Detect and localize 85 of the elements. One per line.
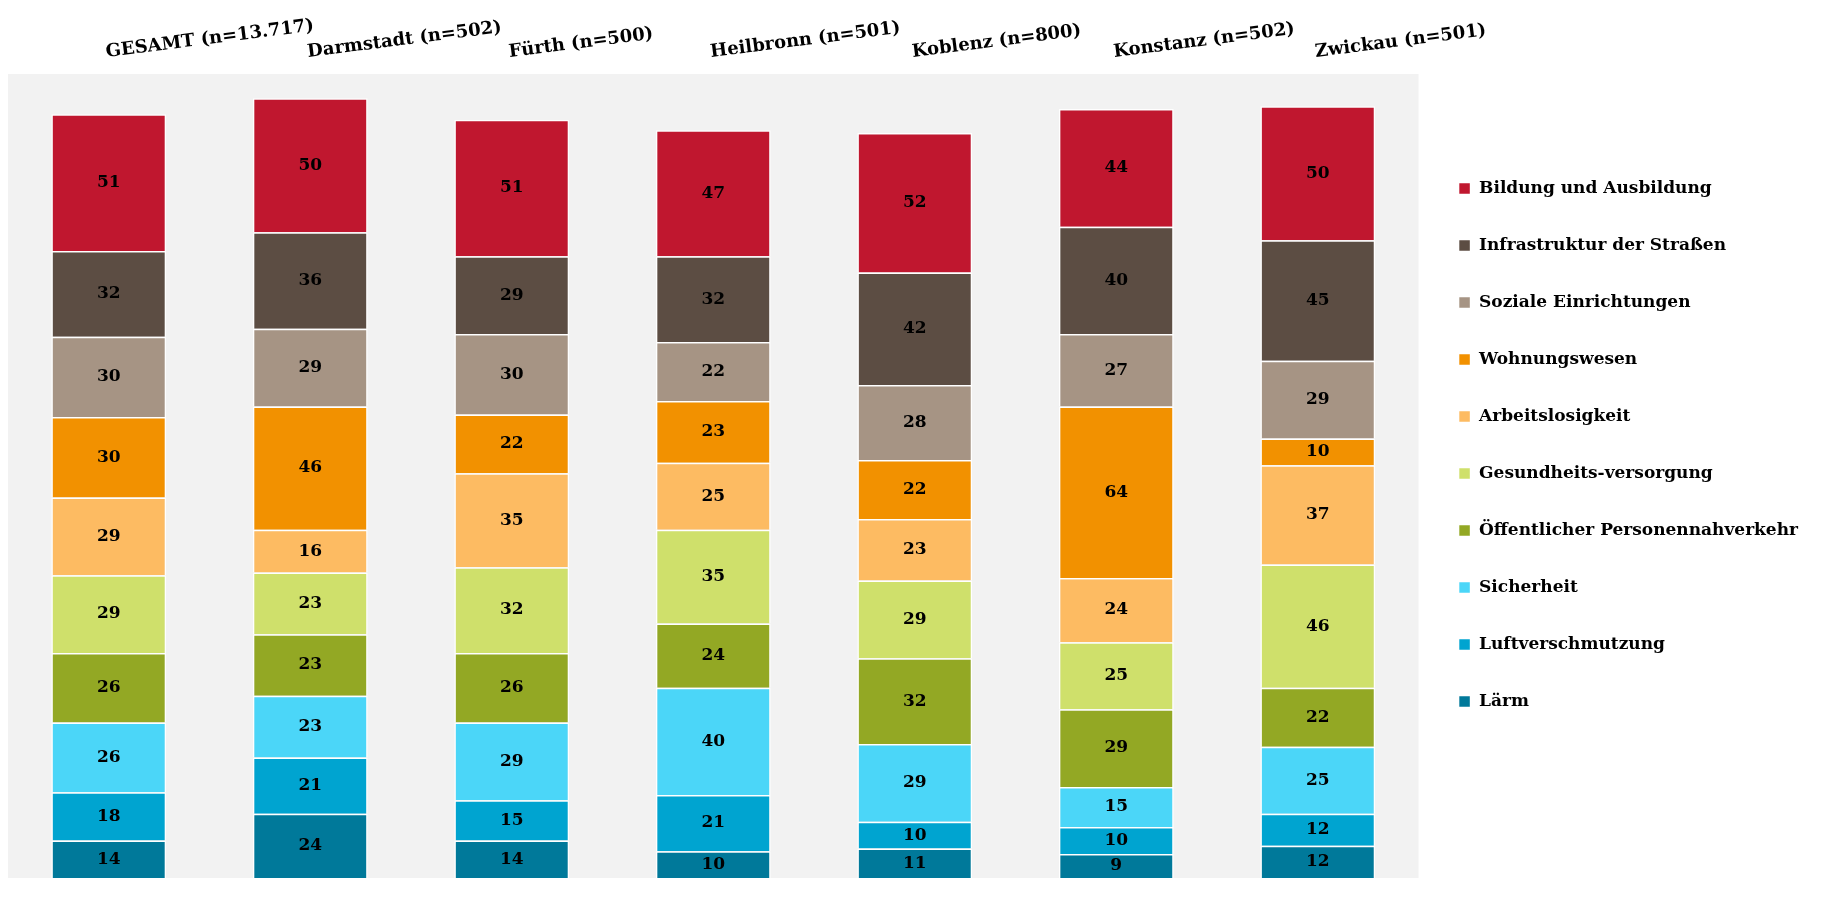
data-label: 32 (902, 689, 927, 710)
data-label: 32 (96, 282, 121, 303)
data-label: 40 (701, 729, 726, 750)
data-label: 40 (1104, 268, 1129, 289)
data-label: 32 (499, 598, 524, 619)
data-label: 12 (1305, 818, 1330, 839)
data-label: 21 (701, 811, 726, 832)
data-label: 14 (96, 847, 121, 868)
data-label: 24 (701, 644, 726, 665)
legend-label: Bildung und Ausbildung (1479, 176, 1712, 197)
data-label: 15 (499, 808, 524, 829)
data-label: 37 (1305, 503, 1330, 524)
data-label: 50 (298, 153, 323, 174)
data-label: 51 (96, 171, 121, 192)
data-label: 22 (1305, 705, 1330, 726)
legend-label: Luftverschmutzung (1479, 632, 1666, 653)
data-label: 29 (499, 749, 524, 770)
x-tick-label: Heilbronn (n=501) (708, 15, 902, 61)
data-label: 26 (96, 745, 121, 766)
data-label: 26 (96, 676, 121, 697)
data-label: 11 (902, 851, 927, 872)
data-label: 29 (902, 607, 927, 628)
data-label: 30 (96, 365, 121, 386)
data-label: 42 (902, 317, 927, 338)
data-label: 30 (96, 445, 121, 466)
data-label: 23 (701, 420, 726, 441)
data-label: 24 (298, 834, 323, 855)
data-label: 36 (298, 268, 323, 289)
data-label: 50 (1305, 161, 1330, 182)
data-label: 18 (96, 804, 121, 825)
legend-label: Soziale Einrichtungen (1479, 290, 1691, 311)
data-label: 29 (902, 771, 927, 792)
data-label: 52 (902, 191, 927, 212)
data-label: 35 (499, 508, 524, 529)
x-tick-label: Zwickau (n=501) (1313, 18, 1488, 61)
data-label: 29 (1305, 388, 1330, 409)
data-label: 25 (1305, 768, 1330, 789)
data-label: 26 (499, 676, 524, 697)
legend-label: Öffentlicher Personennahverkehr (1479, 518, 1800, 539)
legend-label: Gesundheits-versorgung (1479, 461, 1713, 482)
data-label: 23 (298, 591, 323, 612)
data-label: 10 (701, 853, 726, 874)
data-label: 47 (701, 181, 726, 202)
data-label: 10 (1305, 440, 1330, 461)
data-label: 35 (701, 564, 726, 585)
data-label: 51 (499, 176, 524, 197)
data-label: 29 (96, 524, 121, 545)
data-label: 28 (902, 410, 927, 431)
data-label: 30 (499, 362, 524, 383)
data-label: 15 (1104, 795, 1129, 816)
data-label: 22 (701, 359, 726, 380)
x-tick-label: Konstanz (n=502) (1111, 16, 1296, 61)
data-label: 10 (902, 823, 927, 844)
data-label: 9 (1110, 854, 1123, 875)
data-label: 29 (499, 283, 524, 304)
data-label: 25 (701, 484, 726, 505)
data-label: 16 (298, 539, 323, 560)
data-label: 25 (1104, 664, 1129, 685)
data-label: 10 (1104, 828, 1129, 849)
data-label: 23 (298, 715, 323, 736)
data-label: 64 (1104, 480, 1129, 501)
legend-label: Sicherheit (1479, 575, 1578, 596)
data-label: 21 (298, 773, 323, 794)
x-tick-label: Koblenz (n=800) (910, 18, 1083, 61)
legend-label: Lärm (1479, 689, 1529, 710)
data-label: 46 (1305, 614, 1330, 635)
legend-label: Wohnungswesen (1478, 347, 1638, 368)
data-label: 23 (902, 538, 927, 559)
data-label: 22 (902, 477, 927, 498)
data-label: 14 (499, 847, 524, 868)
legend-label: Arbeitslosigkeit (1478, 404, 1631, 425)
x-tick-label: Fürth (n=500) (507, 21, 655, 61)
data-label: 46 (298, 456, 323, 477)
data-label: 23 (298, 653, 323, 674)
data-label: 32 (701, 287, 726, 308)
data-label: 29 (96, 602, 121, 623)
data-label: 24 (1104, 598, 1129, 619)
data-label: 12 (1305, 850, 1330, 871)
data-label: 22 (499, 432, 524, 453)
legend-label: Infrastruktur der Straßen (1479, 233, 1727, 254)
data-label: 27 (1104, 358, 1129, 379)
data-label: 44 (1104, 156, 1129, 177)
data-label: 45 (1305, 288, 1330, 309)
data-label: 29 (298, 355, 323, 376)
data-label: 29 (1104, 736, 1129, 757)
